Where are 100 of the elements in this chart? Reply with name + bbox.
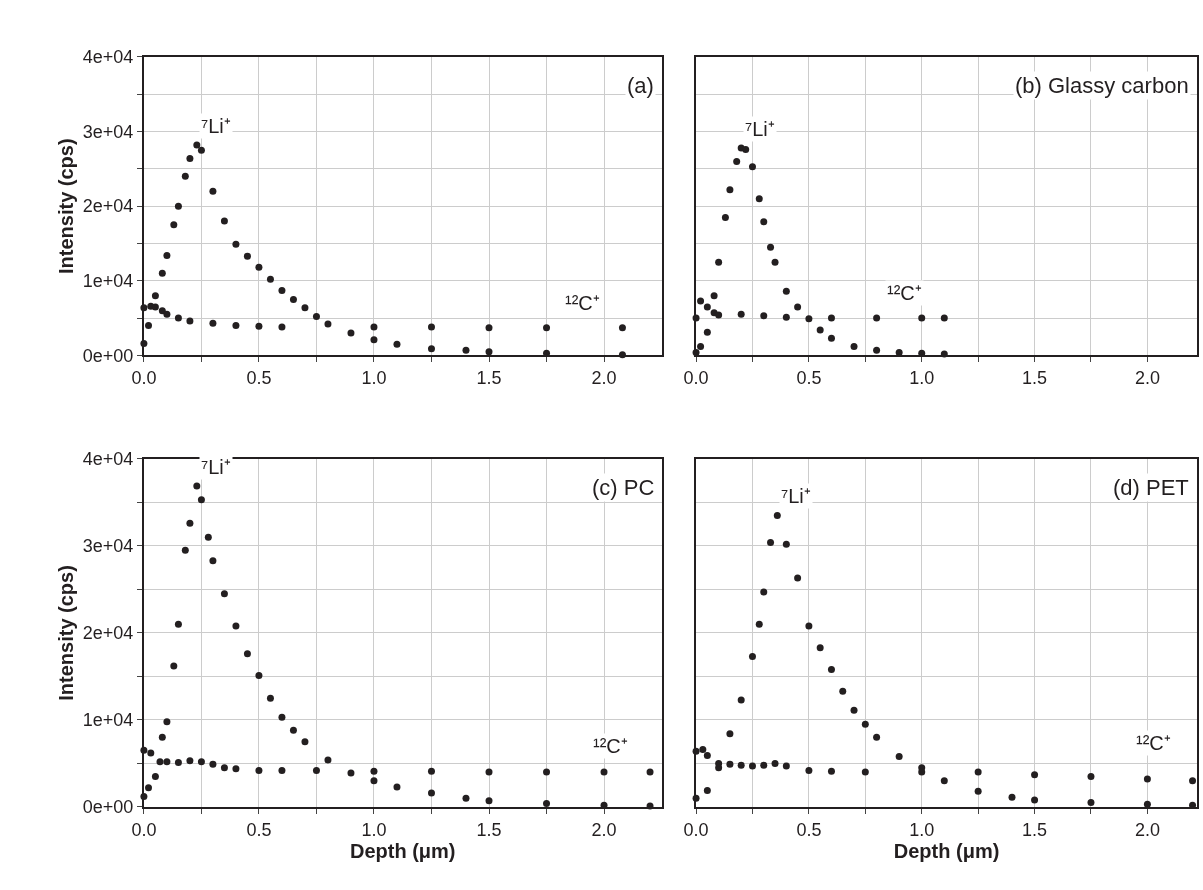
point xyxy=(805,315,813,323)
point xyxy=(181,172,189,180)
point xyxy=(289,726,297,734)
point xyxy=(163,718,171,726)
x-tick-label: 1.5 xyxy=(1022,819,1048,840)
point xyxy=(163,758,171,766)
point xyxy=(370,323,378,331)
point xyxy=(301,304,309,312)
point xyxy=(393,783,401,791)
x-tick-label: 1.5 xyxy=(476,367,502,388)
point xyxy=(220,764,228,772)
point xyxy=(895,348,903,356)
point xyxy=(733,157,741,165)
y-tick-label: 3e+04 xyxy=(82,121,134,142)
point xyxy=(278,323,286,331)
point xyxy=(794,574,802,582)
point xyxy=(1143,775,1151,783)
y-tick-label: 0e+00 xyxy=(82,345,134,366)
y-tick-label: 1e+04 xyxy=(82,271,134,292)
series-label: ¹²C⁺ xyxy=(565,292,600,314)
point xyxy=(347,769,355,777)
point xyxy=(737,310,745,318)
point xyxy=(145,784,152,792)
x-tick-label: 2.0 xyxy=(1134,367,1160,388)
point xyxy=(755,195,763,203)
point xyxy=(151,772,159,780)
x-tick-label: 1.0 xyxy=(909,367,935,388)
point xyxy=(543,799,551,807)
point xyxy=(209,187,217,195)
point xyxy=(197,758,205,766)
y-tick-label: 2e+04 xyxy=(82,196,134,217)
point xyxy=(827,767,835,775)
point xyxy=(209,760,217,768)
point xyxy=(485,324,493,332)
x-axis-title: Depth (μm) xyxy=(349,839,456,862)
point xyxy=(748,762,756,770)
point xyxy=(827,665,835,673)
point xyxy=(312,766,320,774)
point xyxy=(940,314,948,322)
point xyxy=(255,263,263,271)
point xyxy=(186,757,194,765)
point xyxy=(220,217,228,225)
point xyxy=(974,768,982,776)
point xyxy=(163,251,171,259)
point xyxy=(232,622,240,630)
point xyxy=(156,758,164,766)
point xyxy=(543,324,551,332)
x-tick-label: 0.0 xyxy=(683,367,709,388)
point xyxy=(771,759,779,767)
point xyxy=(755,620,763,628)
point xyxy=(737,696,745,704)
point xyxy=(186,154,194,162)
y-tick-label: 1e+04 xyxy=(82,710,134,731)
point xyxy=(699,746,707,753)
point xyxy=(760,588,768,596)
point xyxy=(193,482,201,490)
point xyxy=(618,324,626,332)
point xyxy=(186,317,194,325)
point xyxy=(1189,777,1197,785)
point xyxy=(703,752,711,760)
point xyxy=(485,348,493,356)
point xyxy=(760,218,768,226)
text: (d) PET xyxy=(1113,475,1189,500)
point xyxy=(266,694,274,702)
point xyxy=(174,202,182,210)
point xyxy=(873,346,881,354)
point xyxy=(324,320,332,328)
point xyxy=(312,313,320,321)
point xyxy=(918,768,926,776)
point xyxy=(737,761,745,769)
y-axis-title: Intensity (cps) xyxy=(54,138,77,274)
point xyxy=(1143,800,1151,808)
point xyxy=(204,533,212,541)
y-tick-label: 4e+04 xyxy=(82,449,134,470)
point xyxy=(726,760,734,768)
y-axis-title: Intensity (cps) xyxy=(54,565,77,701)
point xyxy=(193,141,201,149)
x-tick-label: 1.5 xyxy=(476,819,502,840)
point xyxy=(703,786,711,794)
series-label: ⁷Li⁺ xyxy=(201,115,231,137)
point xyxy=(1031,796,1039,804)
y-tick-label: 2e+04 xyxy=(82,623,134,644)
point xyxy=(850,342,858,350)
point xyxy=(174,620,182,628)
point xyxy=(726,730,734,738)
point xyxy=(158,733,166,741)
x-tick-label: 1.0 xyxy=(361,367,387,388)
point xyxy=(158,307,166,315)
point xyxy=(805,622,813,630)
x-tick-label: 2.0 xyxy=(591,819,617,840)
x-tick-label: 0.0 xyxy=(131,819,157,840)
point xyxy=(197,496,205,504)
x-tick-label: 1.0 xyxy=(909,819,935,840)
point xyxy=(850,706,858,714)
y-tick-label: 0e+00 xyxy=(82,797,134,818)
point xyxy=(742,145,750,153)
point xyxy=(170,662,178,670)
point xyxy=(697,297,705,305)
point xyxy=(974,787,982,795)
x-tick-label: 2.0 xyxy=(591,367,617,388)
